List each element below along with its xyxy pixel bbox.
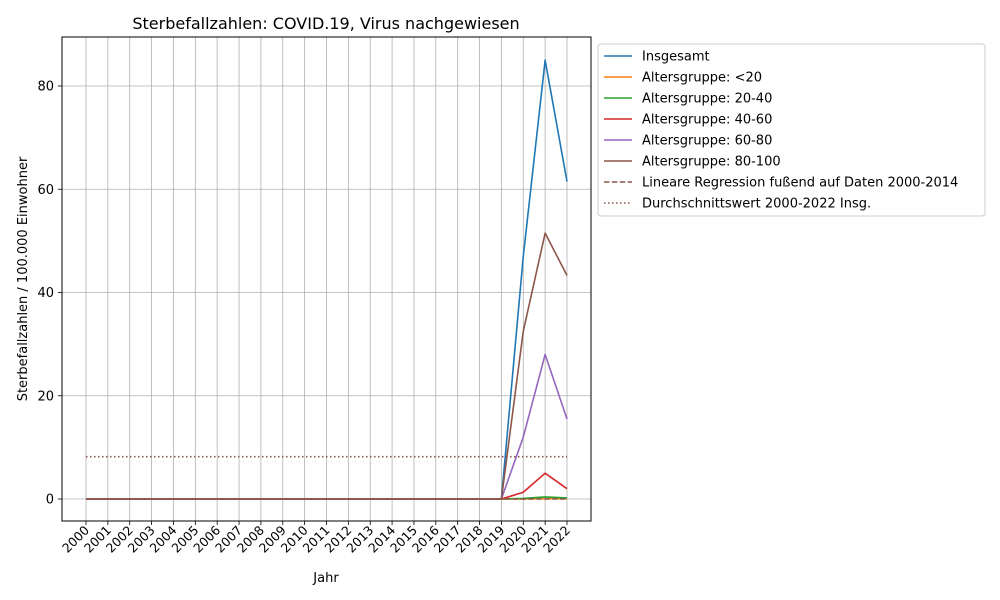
- y-tick-label: 80: [37, 80, 54, 95]
- y-tick-label: 60: [37, 183, 54, 198]
- grid-lines: [62, 37, 591, 521]
- legend-entry: Durchschnittswert 2000-2022 Insg.: [642, 197, 871, 212]
- y-tick-label: 20: [37, 389, 54, 404]
- x-axis-ticks: 2000200120022003200420052006200720082009…: [59, 521, 573, 556]
- legend-entry: Altersgruppe: 80-100: [642, 155, 781, 170]
- y-axis-ticks: 0 20 40 60 80: [37, 80, 62, 508]
- legend-entry: Insgesamt: [642, 50, 710, 65]
- y-tick-label: 40: [37, 286, 54, 301]
- legend-box: [597, 43, 986, 217]
- legend-entry: Altersgruppe: 20-40: [642, 92, 772, 107]
- legend-entry: Lineare Regression fußend auf Daten 2000…: [642, 176, 958, 191]
- y-tick-label: 0: [46, 493, 54, 508]
- legend-entry: Altersgruppe: 40-60: [642, 113, 772, 128]
- legend: Insgesamt Altersgruppe: <20 Altersgruppe: …: [597, 43, 986, 217]
- chart-title: Sterbefallzahlen: COVID.19, Virus nachge…: [132, 14, 519, 33]
- data-series: [86, 59, 568, 500]
- x-axis-label: Jahr: [312, 571, 339, 586]
- legend-entry: Altersgruppe: <20: [642, 71, 762, 86]
- y-axis-label: Sterbefallzahlen / 100.000 Einwohner: [16, 156, 31, 401]
- legend-entry: Altersgruppe: 60-80: [642, 134, 772, 149]
